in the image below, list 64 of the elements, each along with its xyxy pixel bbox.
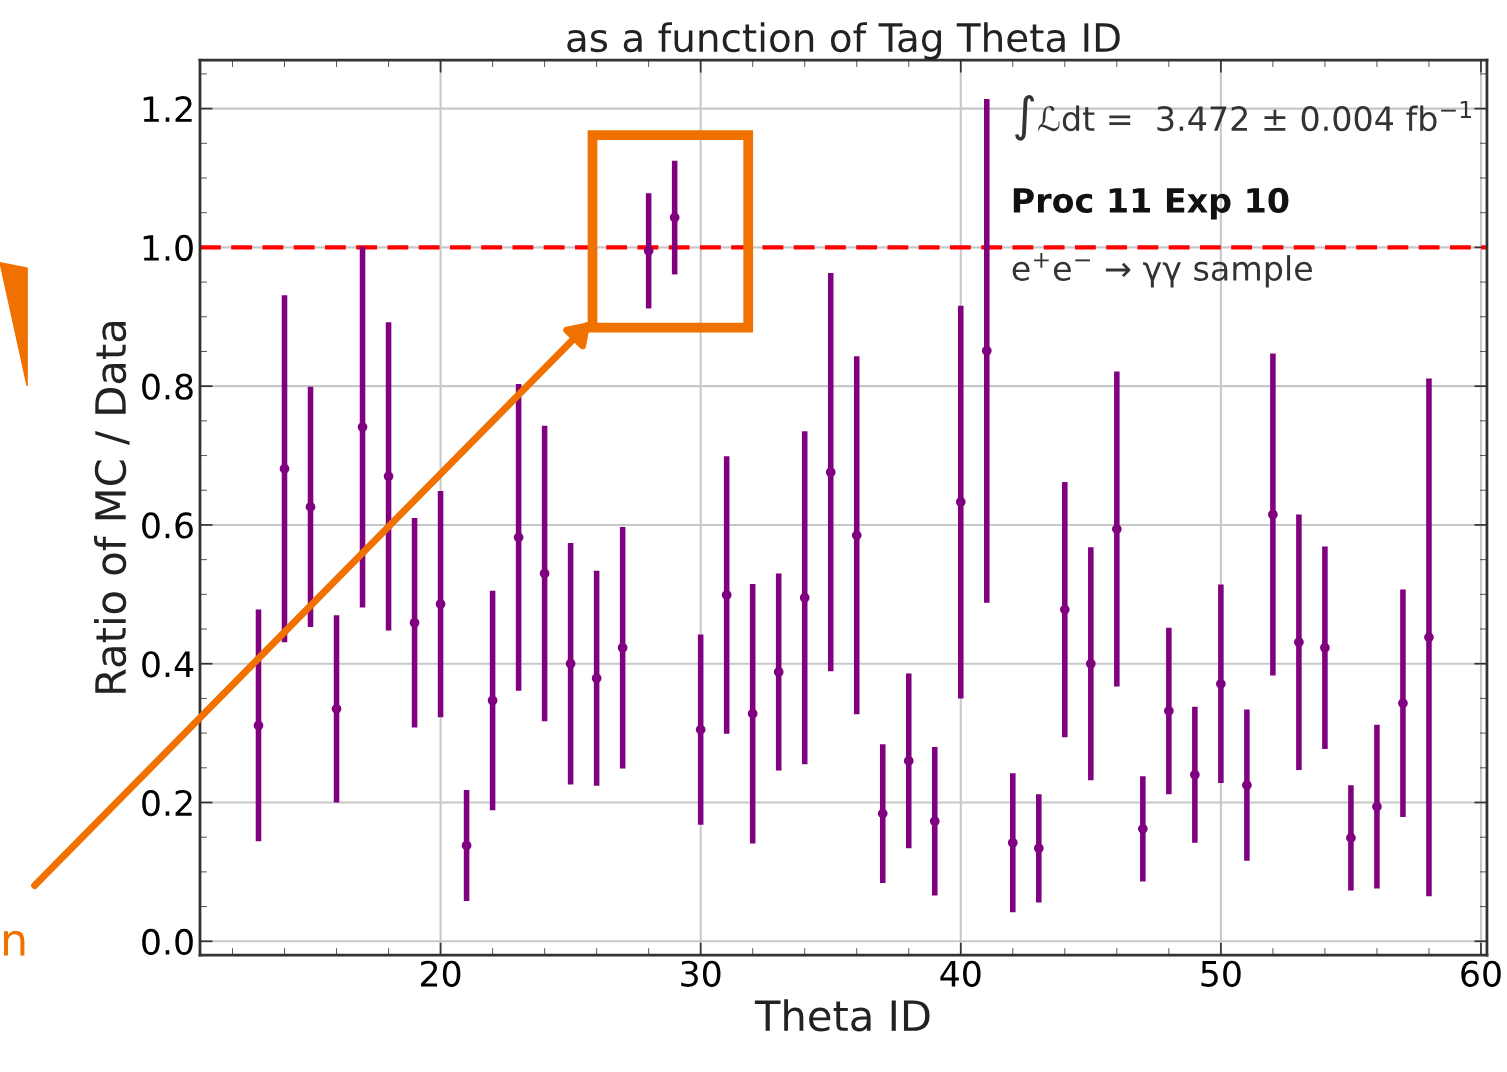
point xyxy=(305,502,316,512)
point xyxy=(513,532,524,543)
point xyxy=(357,422,368,432)
y-tick-label: 1.2 xyxy=(143,96,192,122)
point xyxy=(799,592,810,603)
chart-title: as a function of Tag Theta ID xyxy=(567,22,1120,60)
point xyxy=(1424,632,1434,643)
annotation: e$^{+}$e$^{−}$ → γγ sample xyxy=(1012,253,1312,288)
point xyxy=(1346,833,1356,843)
point xyxy=(461,840,472,851)
point xyxy=(1294,637,1304,648)
point xyxy=(955,497,966,507)
y-tick-label: 0.6 xyxy=(142,512,193,539)
point xyxy=(773,667,784,677)
point xyxy=(1268,509,1278,520)
x-tick-label: 20 xyxy=(421,960,461,987)
point xyxy=(617,642,628,653)
point xyxy=(669,212,680,223)
point xyxy=(1111,524,1122,534)
point xyxy=(539,568,550,579)
x-tick-label: 30 xyxy=(681,960,721,987)
text: n xyxy=(4,930,25,956)
x-tick-label: 50 xyxy=(1201,960,1241,987)
y-tick-label: 1.0 xyxy=(143,234,193,262)
point xyxy=(1085,658,1096,669)
point xyxy=(279,463,290,474)
point xyxy=(253,720,264,731)
point xyxy=(409,617,420,628)
point xyxy=(1033,843,1044,854)
point xyxy=(1242,780,1252,791)
point xyxy=(929,816,940,827)
y-axis-title: Ratio of MC / Data xyxy=(94,322,130,693)
y-tick-label: 0.2 xyxy=(142,789,192,817)
x-tick-label: 40 xyxy=(940,960,981,987)
point xyxy=(747,708,758,719)
point xyxy=(1320,642,1330,653)
point xyxy=(1372,801,1382,812)
point xyxy=(331,703,342,714)
point xyxy=(695,724,706,735)
x-axis-title: Theta ID xyxy=(754,999,930,1032)
y-tick-label: 0.8 xyxy=(142,373,193,400)
point xyxy=(565,658,576,669)
point xyxy=(981,345,992,356)
point xyxy=(487,695,498,706)
x-tick-label: 60 xyxy=(1461,960,1501,987)
y-tick-label: 0.4 xyxy=(142,651,194,678)
annotation: Proc 11 Exp 10 xyxy=(1013,187,1289,220)
point xyxy=(877,808,888,819)
point xyxy=(903,756,914,766)
point xyxy=(721,590,732,600)
point xyxy=(591,673,602,684)
y-tick-label: 0.0 xyxy=(142,928,193,955)
point xyxy=(1398,698,1408,709)
point xyxy=(1163,706,1174,716)
point xyxy=(851,530,862,541)
point xyxy=(1059,604,1070,615)
annotation: ∫ℒdt = 3.472 ± 0.004 fb$^{−1}$ xyxy=(1015,95,1471,141)
point xyxy=(1007,837,1018,848)
point xyxy=(1190,769,1200,780)
point xyxy=(435,599,446,609)
point xyxy=(383,471,394,482)
point xyxy=(1216,678,1226,689)
point xyxy=(825,467,836,478)
point xyxy=(1137,824,1148,834)
